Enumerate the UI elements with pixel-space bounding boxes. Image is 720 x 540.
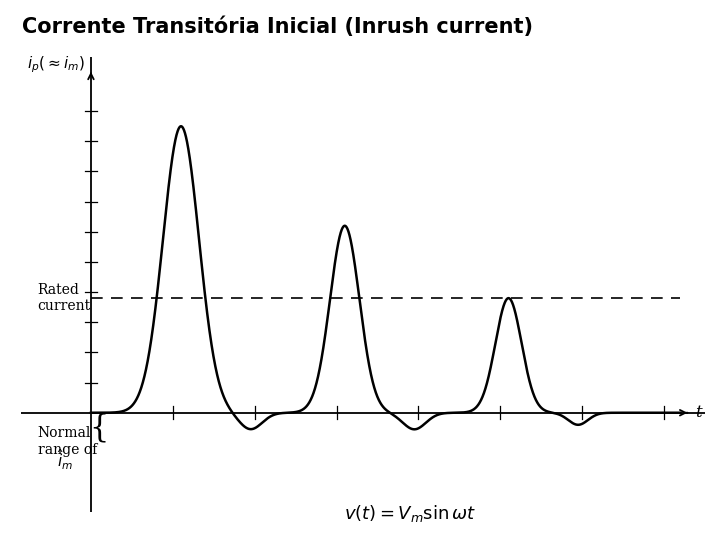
Text: $v(t) = V_m \sin \omega t$: $v(t) = V_m \sin \omega t$: [344, 503, 477, 524]
Text: $i_p(\approx i_m)$: $i_p(\approx i_m)$: [27, 55, 84, 75]
Text: Normal
range of: Normal range of: [37, 426, 97, 456]
Text: Corrente Transitória Inicial (Inrush current): Corrente Transitória Inicial (Inrush cur…: [22, 16, 533, 37]
Text: t: t: [696, 404, 702, 421]
Text: $\hat{i}_m$: $\hat{i}_m$: [57, 447, 73, 472]
Text: Rated
current: Rated current: [37, 283, 91, 313]
Text: {: {: [89, 413, 109, 443]
